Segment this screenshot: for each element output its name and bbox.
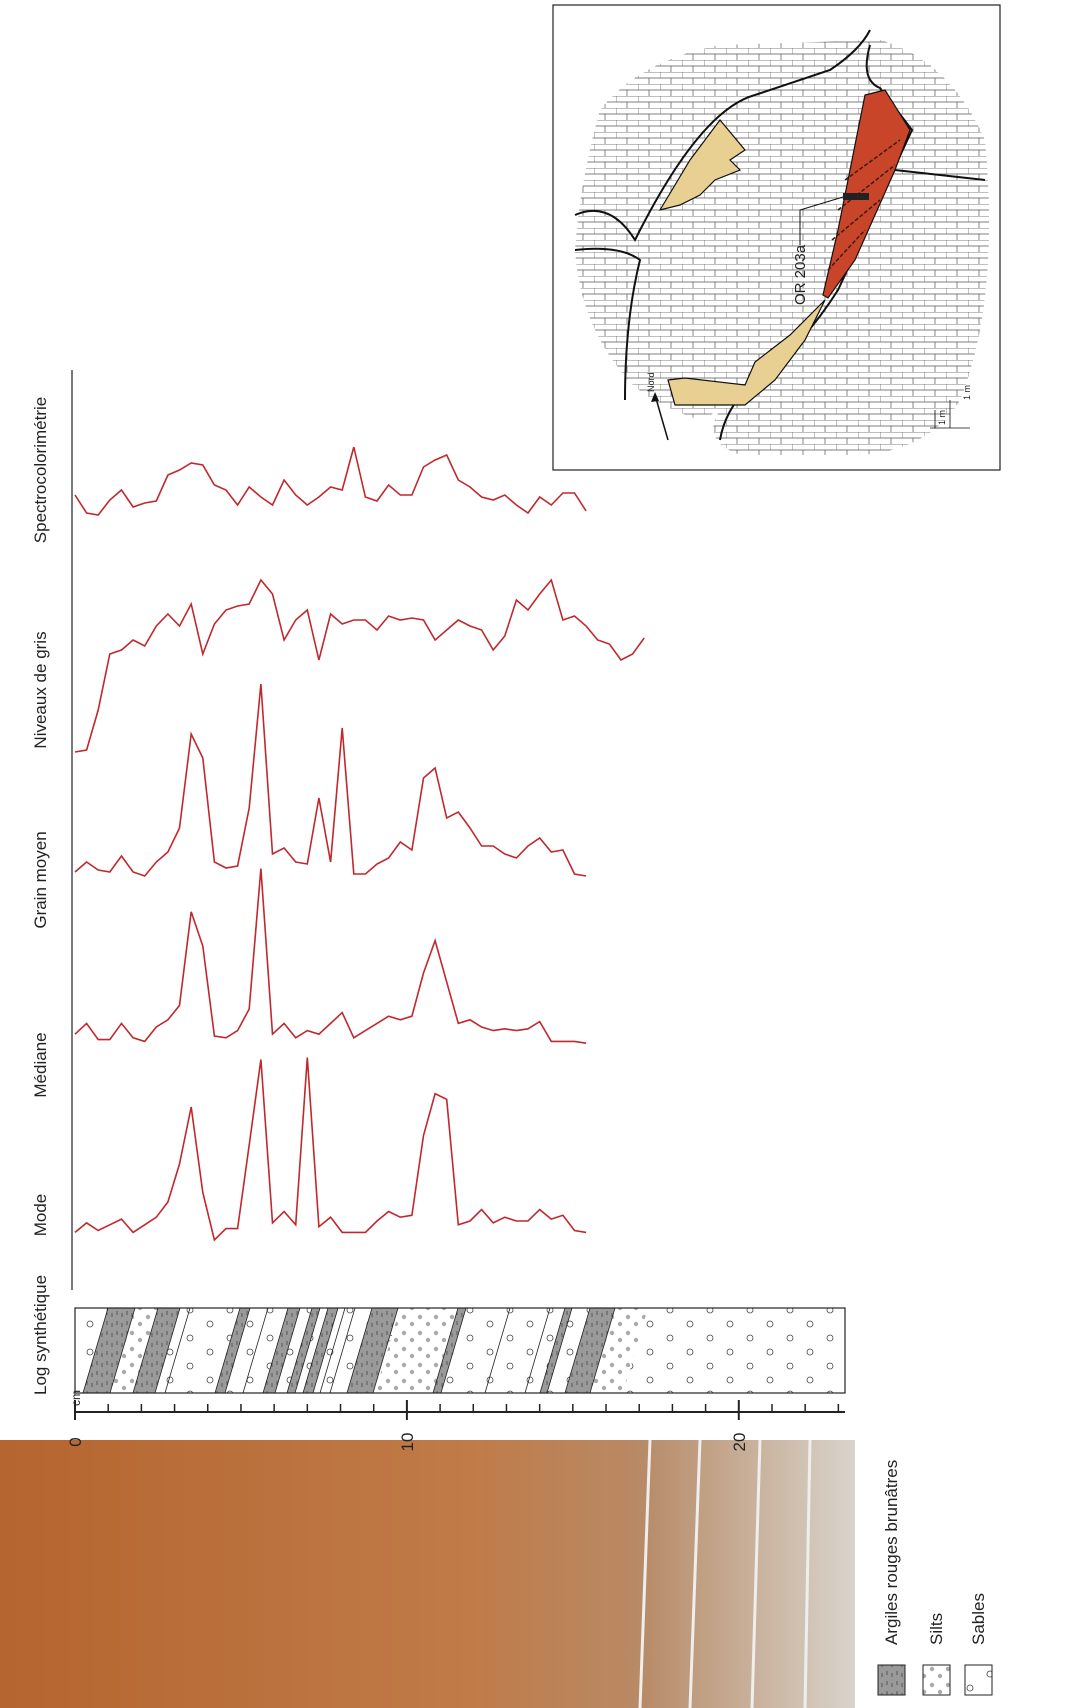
scale-label: 1 m [937, 410, 947, 425]
series-label: Spectrocolorimétrie [31, 397, 50, 543]
profile-line [74, 446, 587, 516]
photo-texture [638, 1439, 812, 1708]
series-label: Mode [31, 1194, 50, 1237]
synthetic-log [74, 1307, 846, 1394]
series-label: Médiane [31, 1032, 50, 1097]
legend-label: Argiles rouges brunâtres [882, 1460, 901, 1645]
outcrop-photo [0, 1440, 855, 1708]
log-label: Log synthétique [31, 1275, 50, 1395]
x-tick-label: 20 [730, 1433, 749, 1452]
legend: Argiles rouges brunâtres Silts Sables [877, 1460, 993, 1696]
x-axis-label: cm [69, 1390, 83, 1406]
x-tick-label: 0 [66, 1437, 85, 1446]
north-label: Nord [646, 372, 656, 392]
profile-line [74, 578, 645, 753]
series-label: Grain moyen [31, 831, 50, 928]
sample-label: OR 203a [792, 244, 809, 305]
legend-label: Sables [969, 1593, 988, 1645]
x-tick-label: 10 [398, 1433, 417, 1452]
site-map: OR 203a Nord 1 m 1 m [552, 4, 1001, 471]
legend-label: Silts [927, 1613, 946, 1645]
profile-line [74, 683, 587, 877]
scale-label: 1 m [962, 385, 972, 400]
series-label: Niveaux de gris [31, 631, 50, 748]
profile-line [74, 1057, 587, 1242]
profile-line [74, 868, 587, 1044]
